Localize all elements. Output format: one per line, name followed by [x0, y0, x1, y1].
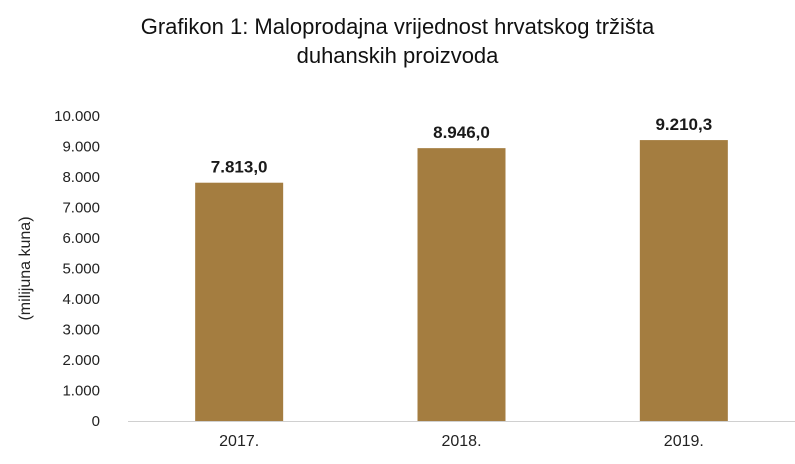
y-tick-label: 4.000 [62, 291, 100, 308]
chart-title: Grafikon 1: Maloprodajna vrijednost hrva… [0, 12, 795, 70]
y-tick-label: 2.000 [62, 352, 100, 369]
data-label: 8.946,0 [433, 123, 490, 142]
data-label: 7.813,0 [211, 158, 268, 177]
x-category-label: 2018. [441, 433, 481, 450]
x-category-label: 2019. [664, 433, 704, 450]
y-axis-title: (milijuna kuna) [17, 216, 34, 320]
chart-title-line-2: duhanskih proizvoda [296, 43, 499, 68]
y-tick-label: 8.000 [62, 169, 100, 186]
y-tick-label: 5.000 [62, 261, 100, 278]
y-tick-label: 6.000 [62, 230, 100, 247]
y-tick-label: 3.000 [62, 322, 100, 339]
bar-2019 [639, 140, 728, 421]
bar-2018 [417, 148, 506, 421]
y-tick-label: 7.000 [62, 200, 100, 217]
y-tick-label: 9.000 [62, 139, 100, 156]
bar-2017 [195, 182, 284, 421]
x-category-label: 2017. [219, 433, 259, 450]
data-label: 9.210,3 [655, 115, 712, 134]
y-tick-label: 1.000 [62, 383, 100, 400]
chart-title-line-1: Grafikon 1: Maloprodajna vrijednost hrva… [140, 14, 655, 39]
y-tick-label: 10.000 [54, 108, 100, 125]
y-tick-label: 0 [92, 413, 100, 430]
